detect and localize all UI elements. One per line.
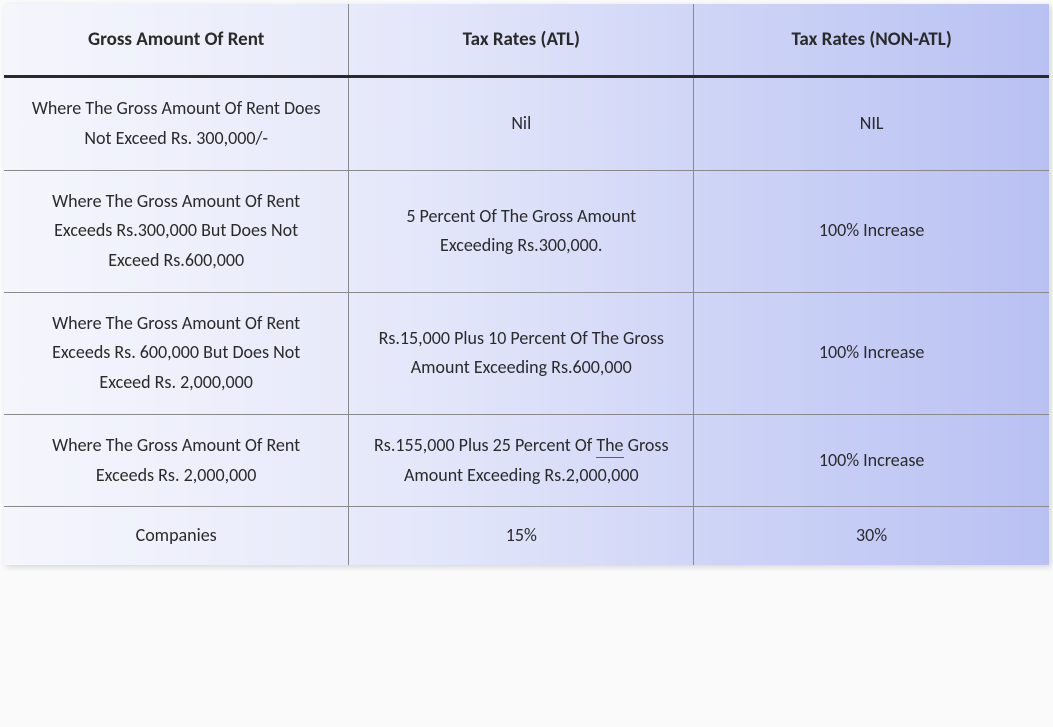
cell-nonatl: 100% Increase: [694, 170, 1049, 292]
cell-gross: Where The Gross Amount Of Rent Exceeds R…: [4, 414, 349, 506]
table-row: Where The Gross Amount Of Rent Exceeds R…: [4, 170, 1049, 292]
table-header-row: Gross Amount Of Rent Tax Rates (ATL) Tax…: [4, 4, 1049, 77]
cell-nonatl: 100% Increase: [694, 292, 1049, 414]
cell-nonatl: 100% Increase: [694, 414, 1049, 506]
cell-atl: 5 Percent Of The Gross Amount Exceeding …: [349, 170, 694, 292]
col-header-nonatl: Tax Rates (NON-ATL): [694, 4, 1049, 77]
table-row: Where The Gross Amount Of Rent Exceeds R…: [4, 414, 1049, 506]
tax-rates-table: Gross Amount Of Rent Tax Rates (ATL) Tax…: [4, 4, 1049, 565]
cell-atl: 15%: [349, 507, 694, 565]
cell-nonatl: NIL: [694, 77, 1049, 170]
cell-atl: Nil: [349, 77, 694, 170]
cell-atl: Rs.155,000 Plus 25 Percent Of The Gross …: [349, 414, 694, 506]
table-row: Where The Gross Amount Of Rent Does Not …: [4, 77, 1049, 170]
cell-gross: Where The Gross Amount Of Rent Exceeds R…: [4, 292, 349, 414]
atl-text-pre: Rs.155,000 Plus 25 Percent Of: [374, 434, 596, 456]
cell-nonatl: 30%: [694, 507, 1049, 565]
underlined-word: The: [596, 434, 623, 458]
cell-gross: Companies: [4, 507, 349, 565]
col-header-gross: Gross Amount Of Rent: [4, 4, 349, 77]
col-header-atl: Tax Rates (ATL): [349, 4, 694, 77]
table-row: Where The Gross Amount Of Rent Exceeds R…: [4, 292, 1049, 414]
cell-gross: Where The Gross Amount Of Rent Does Not …: [4, 77, 349, 170]
table-row: Companies 15% 30%: [4, 507, 1049, 565]
cell-atl: Rs.15,000 Plus 10 Percent Of The Gross A…: [349, 292, 694, 414]
cell-gross: Where The Gross Amount Of Rent Exceeds R…: [4, 170, 349, 292]
